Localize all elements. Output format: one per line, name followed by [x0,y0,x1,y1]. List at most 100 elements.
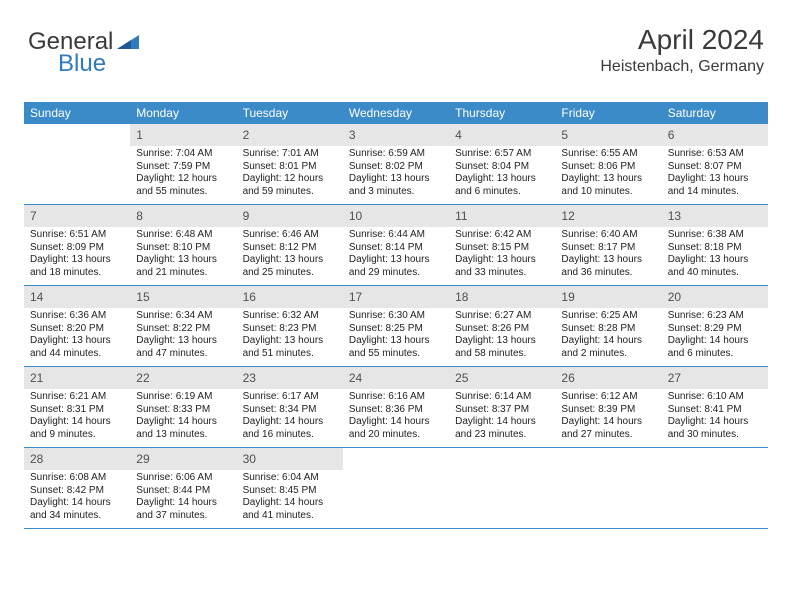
day-number: 7 [30,209,37,223]
daylight-text: Daylight: 13 hours and 55 minutes. [349,335,443,360]
sunrise-text: Sunrise: 6:27 AM [455,310,549,323]
day-number: 9 [243,209,250,223]
daylight-text: Daylight: 14 hours and 27 minutes. [561,416,655,441]
day-header-sun: Sunday [24,102,130,124]
day-cell: 24Sunrise: 6:16 AMSunset: 8:36 PMDayligh… [343,367,449,447]
logo-triangle-icon [117,28,139,56]
sunset-text: Sunset: 8:37 PM [455,404,549,417]
day-number: 2 [243,128,250,142]
day-number-band: 11 [449,205,555,227]
sunrise-text: Sunrise: 6:34 AM [136,310,230,323]
day-number-band: 30 [237,448,343,470]
day-header-sat: Saturday [662,102,768,124]
day-content: Sunrise: 6:06 AMSunset: 8:44 PMDaylight:… [130,470,236,528]
day-cell [343,448,449,528]
week-row: 1Sunrise: 7:04 AMSunset: 7:59 PMDaylight… [24,124,768,205]
sunset-text: Sunset: 8:36 PM [349,404,443,417]
daylight-text: Daylight: 13 hours and 47 minutes. [136,335,230,360]
day-number: 4 [455,128,462,142]
day-cell: 30Sunrise: 6:04 AMSunset: 8:45 PMDayligh… [237,448,343,528]
sunrise-text: Sunrise: 6:57 AM [455,148,549,161]
day-content: Sunrise: 6:57 AMSunset: 8:04 PMDaylight:… [449,146,555,204]
location: Heistenbach, Germany [600,58,764,76]
sunset-text: Sunset: 8:26 PM [455,323,549,336]
day-number: 14 [30,290,43,304]
day-number-band: 21 [24,367,130,389]
sunset-text: Sunset: 8:06 PM [561,161,655,174]
daylight-text: Daylight: 13 hours and 10 minutes. [561,173,655,198]
sunrise-text: Sunrise: 6:08 AM [30,472,124,485]
daylight-text: Daylight: 13 hours and 51 minutes. [243,335,337,360]
day-header-fri: Friday [555,102,661,124]
day-content: Sunrise: 6:40 AMSunset: 8:17 PMDaylight:… [555,227,661,285]
day-cell: 11Sunrise: 6:42 AMSunset: 8:15 PMDayligh… [449,205,555,285]
week-row: 21Sunrise: 6:21 AMSunset: 8:31 PMDayligh… [24,367,768,448]
daylight-text: Daylight: 14 hours and 16 minutes. [243,416,337,441]
day-number-band: 7 [24,205,130,227]
sunset-text: Sunset: 8:41 PM [668,404,762,417]
day-cell: 10Sunrise: 6:44 AMSunset: 8:14 PMDayligh… [343,205,449,285]
sunrise-text: Sunrise: 6:16 AM [349,391,443,404]
day-cell: 13Sunrise: 6:38 AMSunset: 8:18 PMDayligh… [662,205,768,285]
day-number-band: 5 [555,124,661,146]
day-cell: 1Sunrise: 7:04 AMSunset: 7:59 PMDaylight… [130,124,236,204]
calendar: Sunday Monday Tuesday Wednesday Thursday… [24,102,768,529]
day-number-band: 4 [449,124,555,146]
daylight-text: Daylight: 13 hours and 21 minutes. [136,254,230,279]
day-content [24,128,130,136]
day-number-band: 15 [130,286,236,308]
day-cell [662,448,768,528]
sunset-text: Sunset: 8:02 PM [349,161,443,174]
month-year: April 2024 [600,24,764,56]
day-number: 16 [243,290,256,304]
day-number: 27 [668,371,681,385]
sunset-text: Sunset: 8:33 PM [136,404,230,417]
daylight-text: Daylight: 13 hours and 58 minutes. [455,335,549,360]
day-cell [24,124,130,204]
sunset-text: Sunset: 8:17 PM [561,242,655,255]
day-cell: 27Sunrise: 6:10 AMSunset: 8:41 PMDayligh… [662,367,768,447]
daylight-text: Daylight: 13 hours and 14 minutes. [668,173,762,198]
day-cell: 14 Sunrise: 6:36 AMSunset: 8:20 PMDayligh… [24,286,130,366]
day-number: 25 [455,371,468,385]
sunset-text: Sunset: 8:45 PM [243,485,337,498]
sunset-text: Sunset: 8:31 PM [30,404,124,417]
sunset-text: Sunset: 8:44 PM [136,485,230,498]
day-number: 8 [136,209,143,223]
day-number-band: 9 [237,205,343,227]
day-content: Sunrise: 6:16 AMSunset: 8:36 PMDaylight:… [343,389,449,447]
day-cell: 18Sunrise: 6:27 AMSunset: 8:26 PMDayligh… [449,286,555,366]
sunrise-text: Sunrise: 6:06 AM [136,472,230,485]
sunrise-text: Sunrise: 6:19 AM [136,391,230,404]
day-content: Sunrise: 6:32 AMSunset: 8:23 PMDaylight:… [237,308,343,366]
day-content: Sunrise: 7:04 AMSunset: 7:59 PMDaylight:… [130,146,236,204]
day-number: 13 [668,209,681,223]
day-cell: 28Sunrise: 6:08 AMSunset: 8:42 PMDayligh… [24,448,130,528]
day-number-band: 12 [555,205,661,227]
sunset-text: Sunset: 8:04 PM [455,161,549,174]
sunset-text: Sunset: 8:07 PM [668,161,762,174]
sunrise-text: Sunrise: 6:25 AM [561,310,655,323]
day-content [343,452,449,460]
day-header-thu: Thursday [449,102,555,124]
day-cell: 23Sunrise: 6:17 AMSunset: 8:34 PMDayligh… [237,367,343,447]
sunset-text: Sunset: 8:34 PM [243,404,337,417]
day-number-band: 1 [130,124,236,146]
day-cell: 7Sunrise: 6:51 AMSunset: 8:09 PMDaylight… [24,205,130,285]
day-cell: 2Sunrise: 7:01 AMSunset: 8:01 PMDaylight… [237,124,343,204]
sunrise-text: Sunrise: 6:23 AM [668,310,762,323]
week-row: 28Sunrise: 6:08 AMSunset: 8:42 PMDayligh… [24,448,768,529]
day-number: 12 [561,209,574,223]
day-content: Sunrise: 6:55 AMSunset: 8:06 PMDaylight:… [555,146,661,204]
day-number: 17 [349,290,362,304]
daylight-text: Daylight: 13 hours and 36 minutes. [561,254,655,279]
daylight-text: Daylight: 14 hours and 2 minutes. [561,335,655,360]
day-number-band: 25 [449,367,555,389]
day-content: Sunrise: 6:36 AMSunset: 8:20 PMDaylight:… [24,308,130,366]
day-content: Sunrise: 6:08 AMSunset: 8:42 PMDaylight:… [24,470,130,528]
week-row: 7Sunrise: 6:51 AMSunset: 8:09 PMDaylight… [24,205,768,286]
day-cell: 17Sunrise: 6:30 AMSunset: 8:25 PMDayligh… [343,286,449,366]
daylight-text: Daylight: 14 hours and 41 minutes. [243,497,337,522]
day-cell: 6Sunrise: 6:53 AMSunset: 8:07 PMDaylight… [662,124,768,204]
day-cell: 8Sunrise: 6:48 AMSunset: 8:10 PMDaylight… [130,205,236,285]
